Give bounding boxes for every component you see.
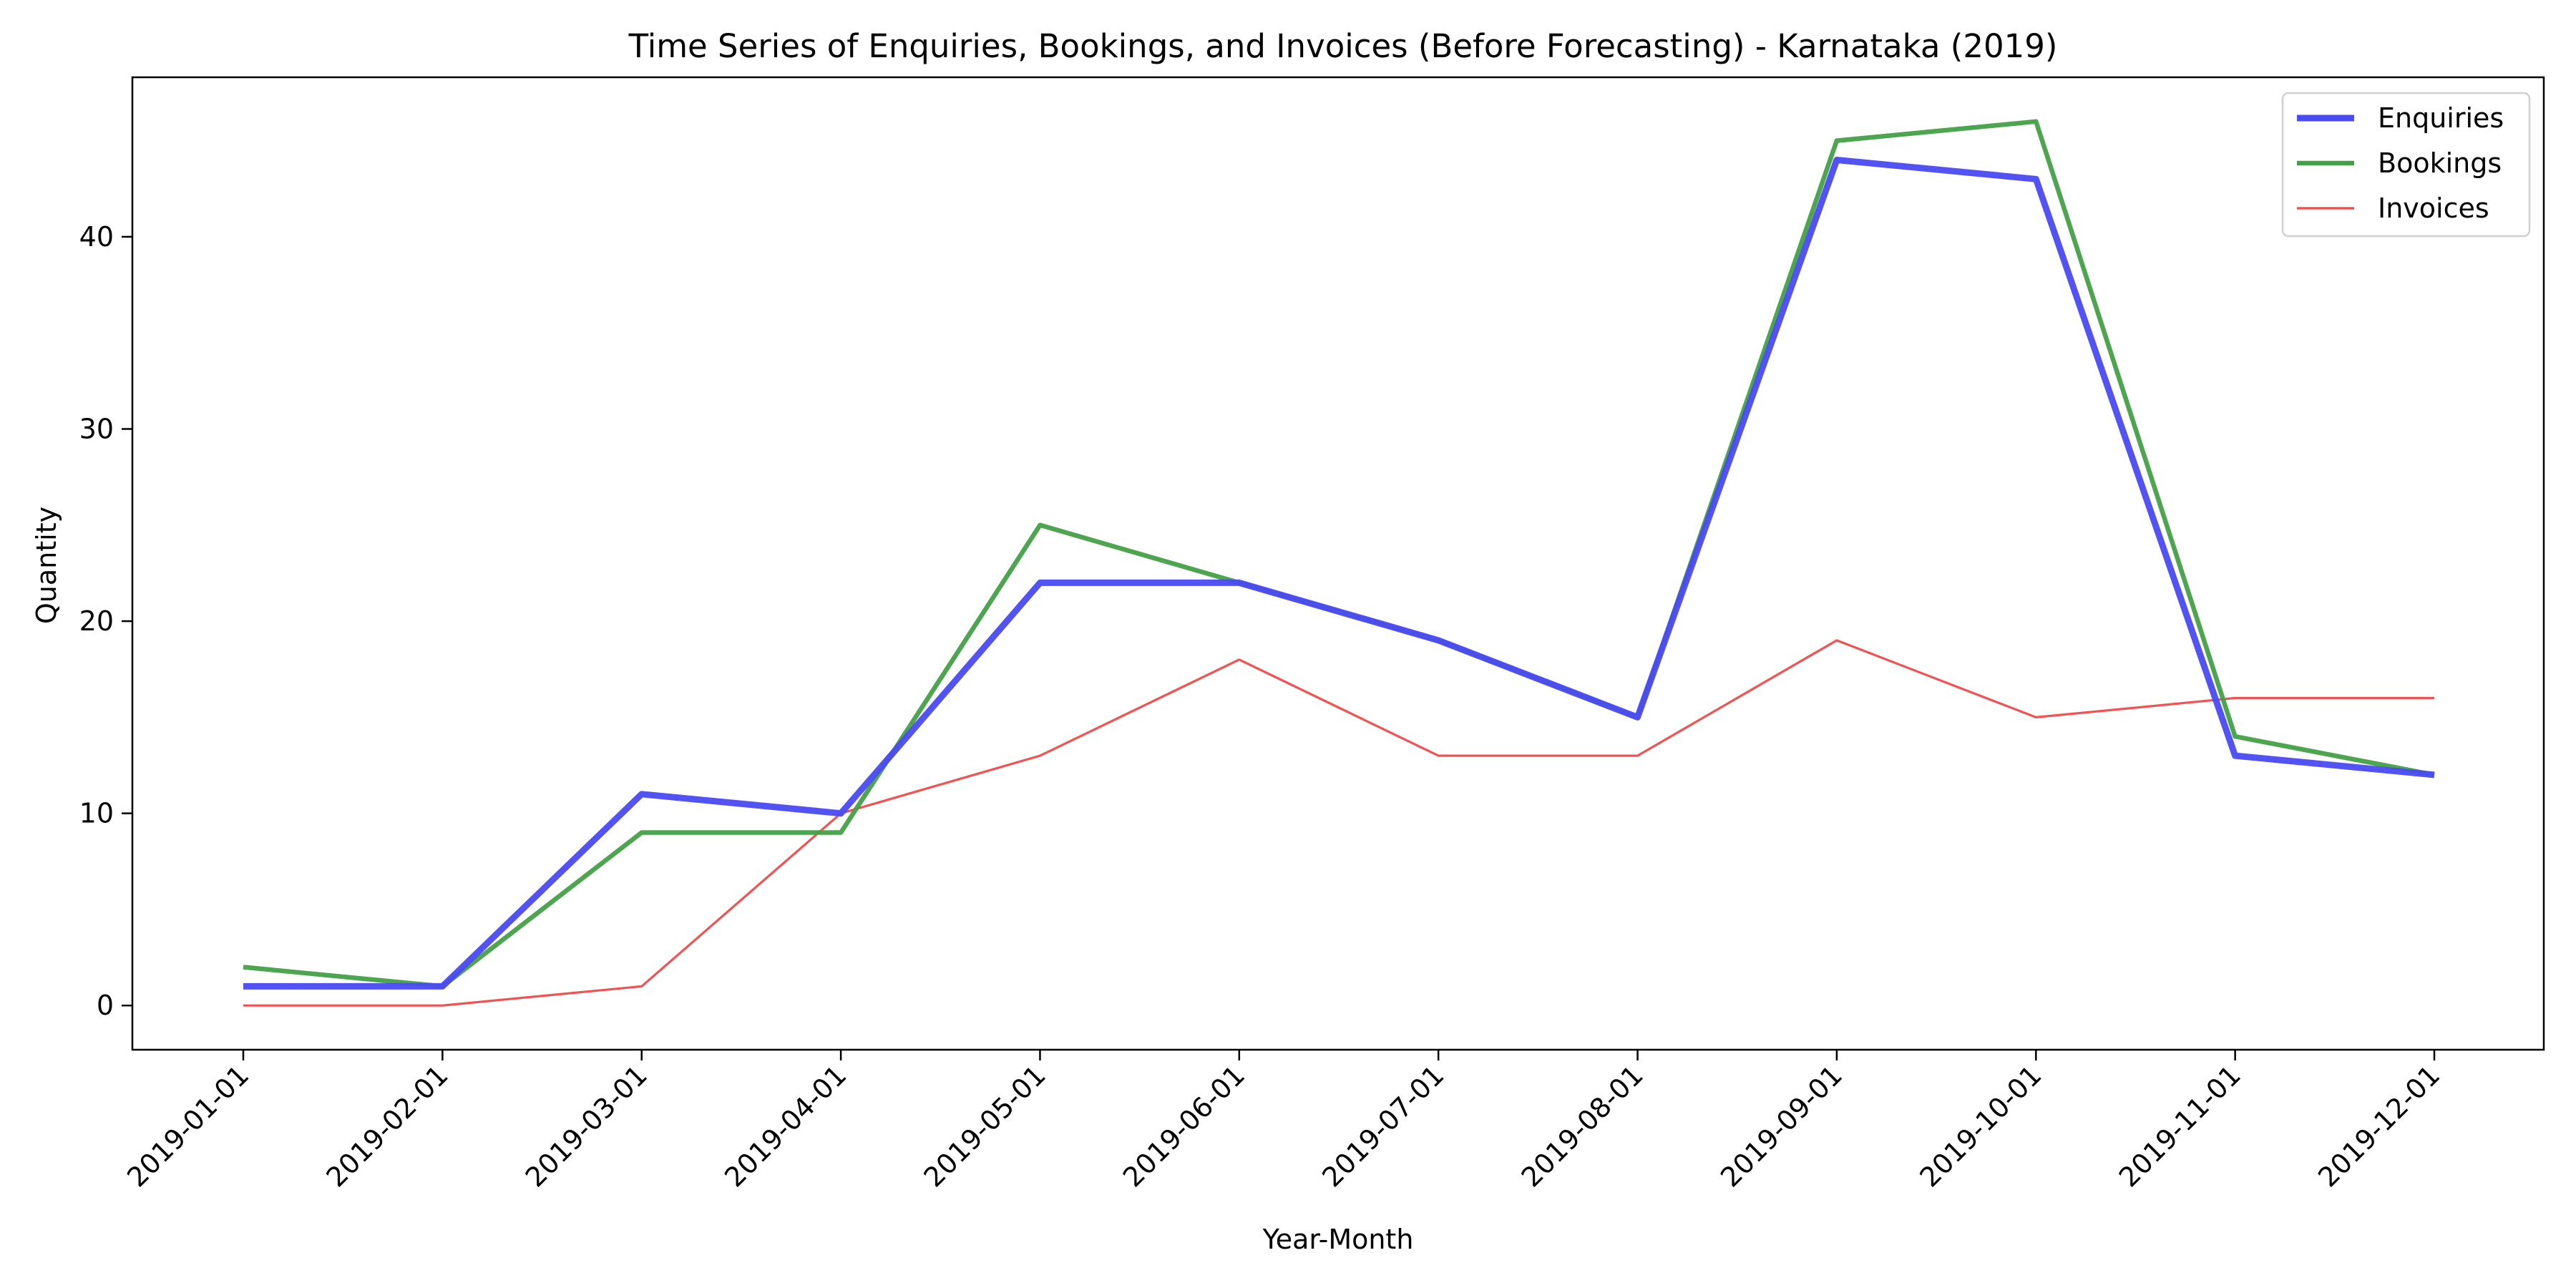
series-line-enquiries (243, 157, 2435, 990)
plot-frame (131, 76, 2545, 1051)
legend-box (2281, 92, 2531, 238)
y-tick-label: 30 (79, 413, 114, 444)
y-tick-label: 20 (79, 605, 114, 637)
y-tick-label: 0 (97, 990, 114, 1021)
legend-label-bookings: Bookings (2378, 147, 2502, 179)
legend-label-enquiries: Enquiries (2378, 102, 2504, 134)
x-axis-label: Year-Month (1262, 1224, 1414, 1255)
legend-label-invoices: Invoices (2378, 192, 2489, 224)
legend: Enquiries Bookings Invoices (2281, 92, 2531, 238)
chart-title: Time Series of Enquiries, Bookings, and … (628, 27, 2058, 65)
series-line-invoices (243, 639, 2434, 1007)
y-tick-label: 40 (79, 221, 114, 253)
y-axis-label: Quantity (31, 507, 62, 624)
y-tick-label: 10 (79, 798, 114, 829)
